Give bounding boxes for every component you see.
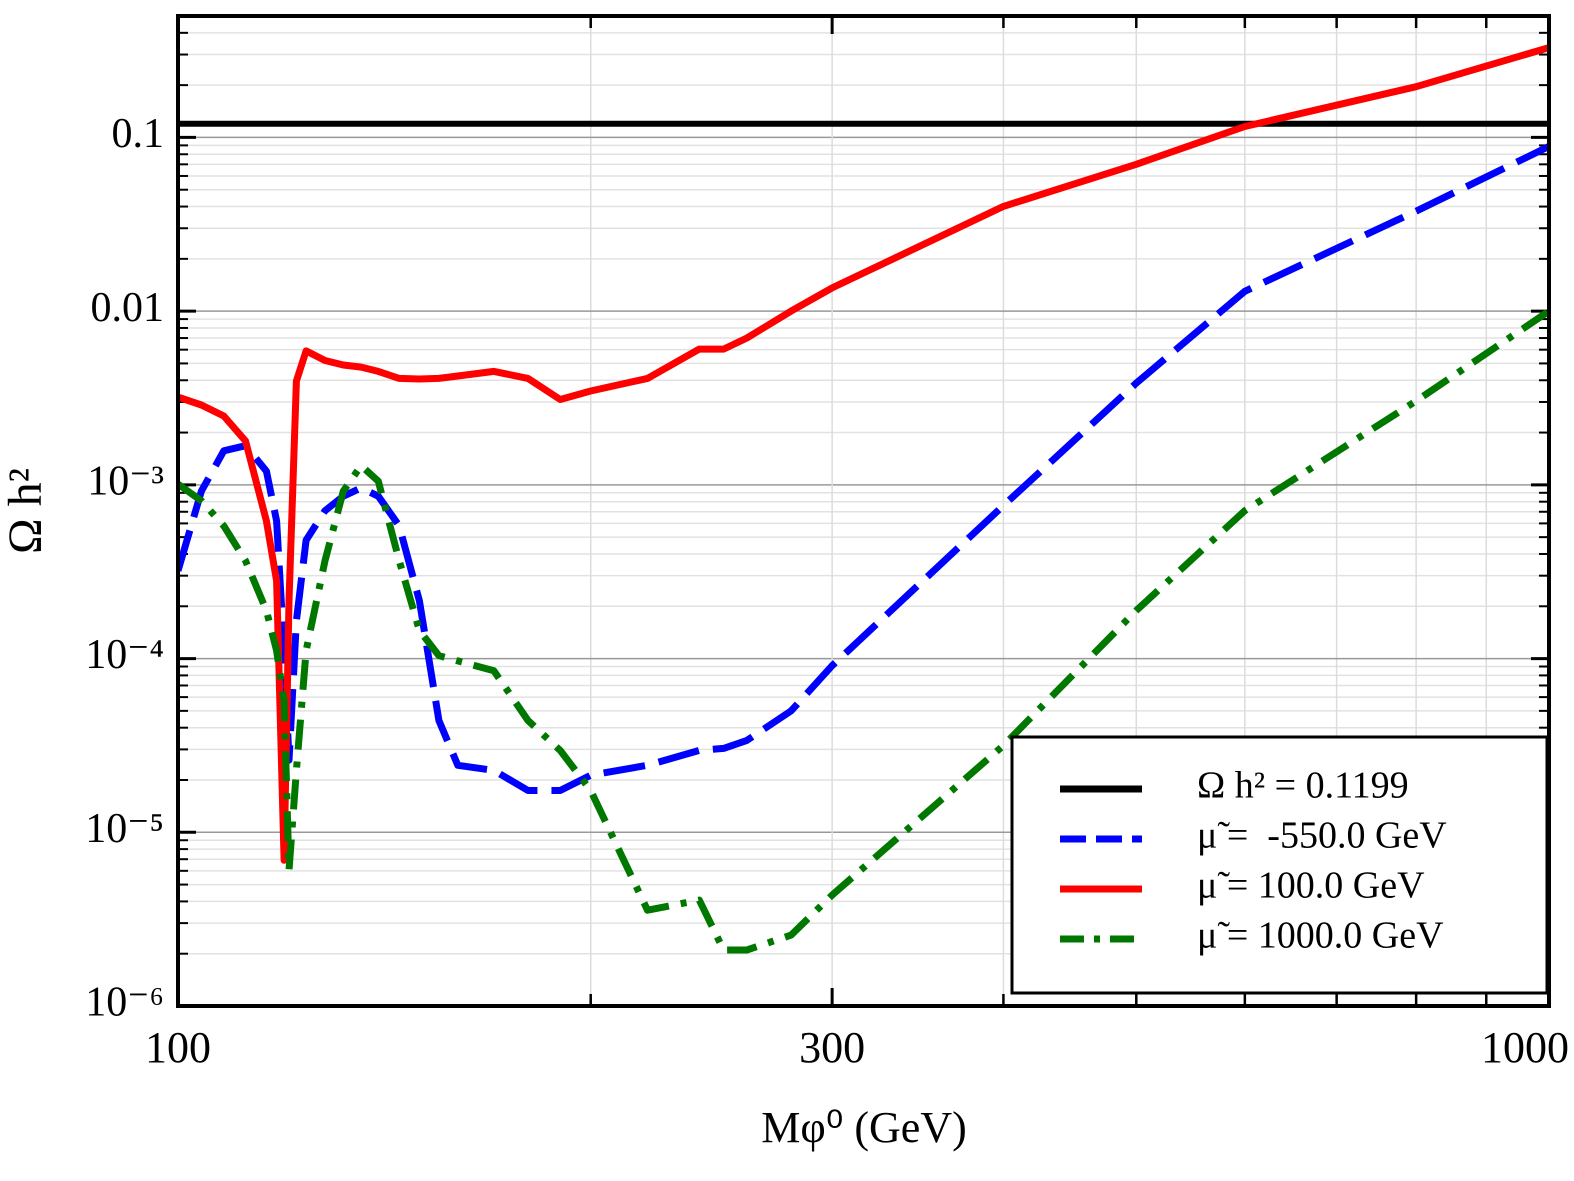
legend-label: Ω h² = 0.1199	[1197, 765, 1409, 807]
y-tick-label: 10⁻³	[87, 458, 164, 504]
plot-frame	[176, 14, 1551, 1008]
series-line	[178, 143, 1549, 794]
plot-area	[178, 44, 1549, 954]
legend-label: μ̃ = -550.0 GeV	[1197, 815, 1447, 857]
legend-box	[1010, 735, 1549, 995]
legend-label: μ̃ = 1000.0 GeV	[1197, 915, 1444, 957]
series-line	[178, 308, 1549, 954]
y-tick-label: 10⁻⁶	[85, 980, 164, 1026]
y-tick-label: 10⁻⁵	[85, 806, 164, 852]
x-tick-label: 1000	[1481, 1023, 1569, 1072]
y-axis-label: Ω h²	[0, 468, 52, 554]
y-tick-label: 10⁻⁴	[85, 632, 164, 678]
x-tick-label: 100	[145, 1023, 211, 1072]
y-tick-label: 0.01	[91, 285, 165, 331]
legend-label: μ̃ = 100.0 GeV	[1197, 865, 1425, 907]
y-tick-label: 0.1	[112, 111, 165, 157]
x-tick-label: 300	[799, 1023, 865, 1072]
x-axis-label: Mφ⁰ (GeV)	[761, 1103, 967, 1152]
